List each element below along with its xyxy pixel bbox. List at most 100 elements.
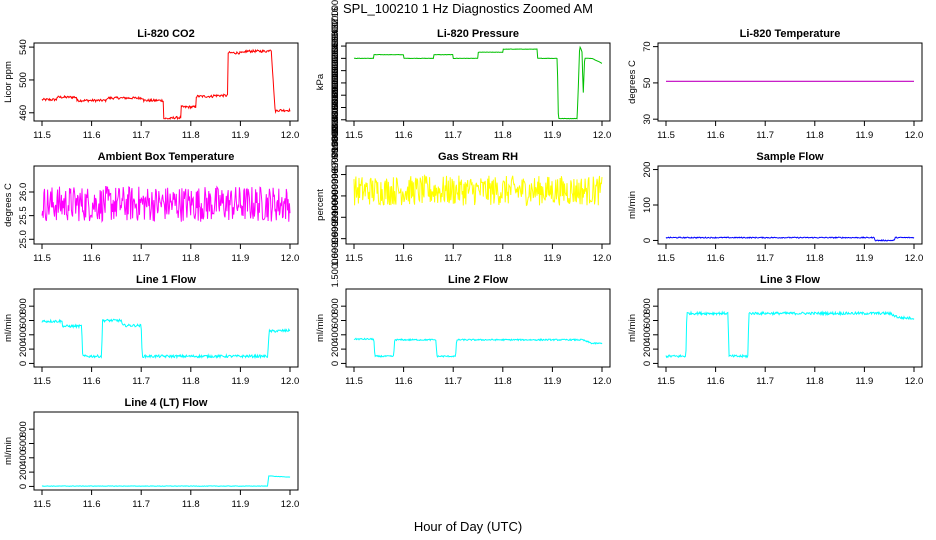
x-tick-label: 11.6 xyxy=(83,376,101,387)
x-tick-label: 11.8 xyxy=(182,253,200,264)
y-tick-label: 600 xyxy=(18,436,29,452)
plot-frame xyxy=(33,42,299,122)
x-tick-label: 11.5 xyxy=(657,130,675,141)
y-tick-label: 0 xyxy=(330,361,341,366)
y-tick-label: 400 xyxy=(18,450,29,466)
x-tick-label: 12.0 xyxy=(593,376,612,387)
x-tick-label: 11.8 xyxy=(494,376,512,387)
y-tick-label: 68.59999999999999432 xyxy=(330,19,341,122)
x-tick-label: 11.6 xyxy=(83,130,101,141)
y-tick-label: 800 xyxy=(330,298,341,314)
y-tick-label: 540 xyxy=(18,39,29,55)
x-tick-label: 11.5 xyxy=(345,130,363,141)
x-tick-label: 11.8 xyxy=(182,130,200,141)
y-tick-label: 0 xyxy=(642,238,653,243)
chart-panel: Line 3 Flow 11.5 11.6 11.7 11.8 11.9 12.0 0 2004… xyxy=(627,274,923,387)
chart-panel: Gas Stream RH 11.5 11.6 11.7 11.8 11.9 12.0 1.5… xyxy=(315,126,611,288)
x-tick-label: 12.0 xyxy=(281,130,300,141)
plot-frame xyxy=(657,42,923,122)
x-tick-label: 11.7 xyxy=(444,130,462,141)
plot-frame xyxy=(657,288,923,368)
x-tick-label: 11.7 xyxy=(756,253,774,264)
y-tick-label: 67.79999999999999716 xyxy=(330,68,341,171)
plot-frame xyxy=(33,288,299,368)
x-tick-label: 11.6 xyxy=(707,130,725,141)
series-line xyxy=(41,48,291,121)
x-tick-label: 11.5 xyxy=(33,499,51,510)
x-tick-label: 11.7 xyxy=(756,376,774,387)
x-tick-label: 12.0 xyxy=(281,499,300,510)
series-line xyxy=(665,310,915,359)
x-tick-label: 11.9 xyxy=(232,130,250,141)
y-tick-label: 200 xyxy=(18,341,29,357)
panel-title: Ambient Box Temperature xyxy=(98,151,235,163)
panel-title: Line 1 Flow xyxy=(136,274,196,286)
series-line xyxy=(41,475,291,487)
panel-title: Li-820 Pressure xyxy=(437,28,519,40)
y-tick-label: 800 xyxy=(18,421,29,437)
x-tick-label: 12.0 xyxy=(281,253,300,264)
x-tick-label: 11.5 xyxy=(345,376,363,387)
y-tick-label: 26.0 xyxy=(18,183,29,202)
y-tick-label: 460 xyxy=(18,105,29,121)
y-axis-label: ml/min xyxy=(3,437,14,465)
y-axis-label: ml/min xyxy=(627,191,638,219)
x-tick-label: 11.7 xyxy=(132,253,150,264)
series-line xyxy=(665,236,915,242)
chart-panel: Sample Flow 11.5 11.6 11.7 11.8 11.9 12.0 0 100 2… xyxy=(627,151,923,264)
y-axis-label: degrees C xyxy=(627,60,638,104)
x-tick-label: 11.5 xyxy=(657,253,675,264)
x-tick-label: 11.9 xyxy=(232,253,250,264)
y-tick-label: 400 xyxy=(330,327,341,343)
x-tick-label: 11.5 xyxy=(33,130,51,141)
y-tick-label: 0 xyxy=(642,361,653,366)
plot-frame xyxy=(657,165,923,245)
x-tick-label: 11.6 xyxy=(707,253,725,264)
y-tick-label: 1.69999999999999996 xyxy=(330,168,341,266)
y-tick-label: 50 xyxy=(642,78,653,89)
x-axis-title: Hour of Day (UTC) xyxy=(414,519,522,534)
plot-frame xyxy=(345,288,611,368)
chart-panel: Ambient Box Temperature 11.5 11.6 11.7 11.8 1… xyxy=(3,151,299,264)
x-tick-label: 11.6 xyxy=(83,253,101,264)
plot-frame xyxy=(33,411,299,491)
x-tick-label: 11.6 xyxy=(707,376,725,387)
x-tick-label: 11.6 xyxy=(395,376,413,387)
y-axis-label: degrees C xyxy=(3,183,14,227)
y-tick-label: 600 xyxy=(642,313,653,329)
x-tick-label: 12.0 xyxy=(593,253,612,264)
x-tick-label: 12.0 xyxy=(593,130,612,141)
y-tick-label: 70 xyxy=(642,41,653,52)
y-tick-label: 600 xyxy=(330,313,341,329)
series-line xyxy=(41,318,291,360)
figure-title: SPL_100210 1 Hz Diagnostics Zoomed AM xyxy=(343,1,593,16)
x-tick-label: 11.9 xyxy=(856,130,874,141)
y-tick-label: 1.89999999999999991 xyxy=(330,147,341,245)
x-tick-label: 11.6 xyxy=(395,253,413,264)
x-tick-label: 11.9 xyxy=(856,376,874,387)
x-tick-label: 11.8 xyxy=(182,499,200,510)
x-tick-label: 11.7 xyxy=(132,376,150,387)
y-tick-label: 400 xyxy=(642,327,653,343)
series-line xyxy=(353,174,603,207)
y-tick-label: 800 xyxy=(18,298,29,314)
chart-panel: Line 2 Flow 11.5 11.6 11.7 11.8 11.9 12.0 0 2004… xyxy=(315,274,611,387)
series-line xyxy=(41,185,291,223)
x-tick-label: 11.9 xyxy=(232,376,250,387)
y-tick-label: 2.10000000000000009 xyxy=(330,126,341,224)
x-tick-label: 11.8 xyxy=(806,253,824,264)
x-tick-label: 12.0 xyxy=(905,253,924,264)
x-tick-label: 11.9 xyxy=(856,253,874,264)
y-axis-label: kPa xyxy=(315,73,326,90)
x-tick-label: 11.9 xyxy=(544,253,562,264)
panel-title: Line 4 (LT) Flow xyxy=(125,397,208,409)
x-tick-label: 12.0 xyxy=(281,376,300,387)
chart-panel: Line 1 Flow 11.5 11.6 11.7 11.8 11.9 12.0 0 2004… xyxy=(3,274,299,387)
y-tick-label: 68.79999999999999716 xyxy=(330,7,341,110)
chart-panel: Li-820 CO2 11.5 11.6 11.7 11.8 11.9 12.0 460 500… xyxy=(3,28,299,141)
x-tick-label: 11.9 xyxy=(544,376,562,387)
y-tick-label: 200 xyxy=(330,341,341,357)
x-tick-label: 11.5 xyxy=(33,253,51,264)
y-tick-label: 1.50000000000000000 xyxy=(330,190,341,288)
